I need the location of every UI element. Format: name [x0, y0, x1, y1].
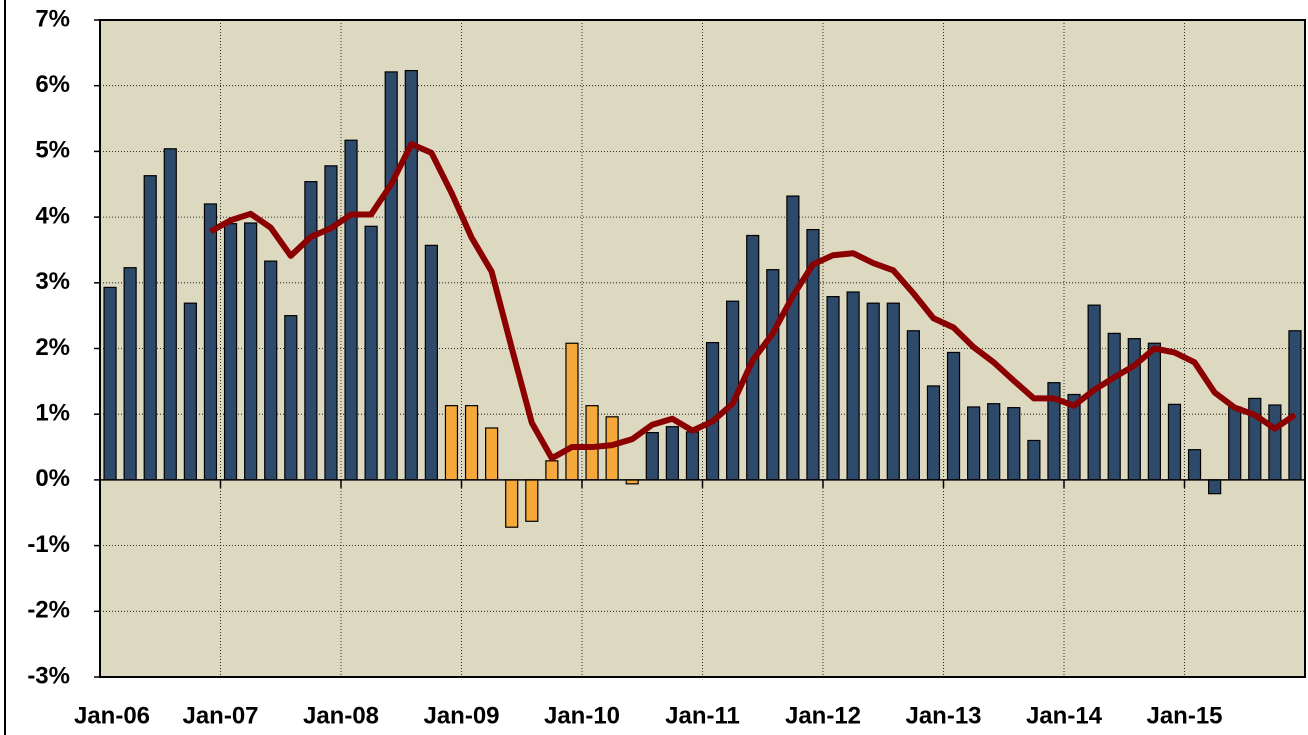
bar	[244, 222, 258, 481]
x-tick-label: Jan-07	[182, 702, 258, 729]
bar	[1268, 404, 1282, 481]
bar	[364, 225, 378, 481]
x-tick-label: Jan-12	[785, 702, 861, 729]
bar	[786, 195, 800, 481]
y-tick-label: -1%	[27, 531, 70, 558]
bar	[1208, 479, 1222, 495]
x-tick-label: Jan-15	[1146, 702, 1222, 729]
bar	[203, 203, 218, 481]
bar	[926, 385, 941, 481]
bar	[123, 267, 137, 481]
bar	[1027, 439, 1041, 481]
bar	[1107, 332, 1121, 481]
bar	[886, 302, 900, 481]
bar	[545, 460, 559, 481]
plot-area	[100, 20, 1305, 677]
y-tick-label: 3%	[35, 268, 70, 295]
bar	[1147, 342, 1161, 481]
bar	[1228, 406, 1242, 481]
bar	[946, 351, 961, 481]
bar	[866, 302, 880, 481]
bar	[665, 426, 679, 481]
line	[209, 141, 1297, 462]
bar	[183, 302, 197, 481]
bar	[485, 427, 499, 481]
bar	[223, 223, 238, 481]
x-tick-label: Jan-11	[665, 702, 740, 729]
bar	[967, 406, 981, 481]
x-tick-label: Jan-09	[423, 702, 499, 729]
bar	[906, 330, 920, 481]
bar	[143, 175, 157, 481]
bar	[344, 139, 358, 481]
bar	[464, 405, 479, 481]
bar	[384, 71, 398, 481]
bar	[585, 405, 599, 481]
bar	[163, 148, 177, 481]
x-tick-label: Jan-10	[544, 702, 620, 729]
y-tick-label: 5%	[35, 137, 70, 164]
bar	[284, 315, 298, 481]
bar	[304, 181, 318, 481]
bar	[987, 403, 1001, 481]
y-tick-label: 4%	[35, 202, 70, 229]
bar	[324, 165, 338, 481]
bar	[1187, 449, 1202, 481]
bar	[705, 341, 720, 481]
bar	[525, 479, 539, 522]
x-tick-label: Jan-08	[303, 702, 379, 729]
bar	[264, 260, 278, 481]
bar	[766, 269, 780, 481]
x-tick-label: Jan-06	[74, 702, 150, 729]
bar	[505, 479, 519, 528]
bar	[685, 431, 700, 481]
bar	[1167, 403, 1182, 481]
bar	[645, 431, 659, 481]
bar	[1288, 330, 1302, 481]
plot-frame	[99, 19, 1306, 678]
x-tick-label: Jan-13	[905, 702, 981, 729]
bar	[846, 291, 860, 481]
y-tick-label: 7%	[35, 5, 70, 32]
x-tick-label: Jan-14	[1026, 702, 1103, 729]
y-tick-label: 2%	[35, 334, 70, 361]
bar	[1007, 407, 1021, 481]
bar	[826, 295, 840, 481]
y-tick-label: 0%	[35, 465, 70, 492]
bar	[103, 286, 117, 481]
y-tick-label: 1%	[35, 400, 70, 427]
bar	[444, 405, 459, 481]
y-tick-label: -3%	[27, 662, 70, 689]
bar	[565, 342, 579, 481]
y-tick-label: -2%	[27, 597, 70, 624]
bar	[424, 244, 438, 481]
y-tick-label: 6%	[35, 71, 70, 98]
bar	[404, 69, 418, 481]
